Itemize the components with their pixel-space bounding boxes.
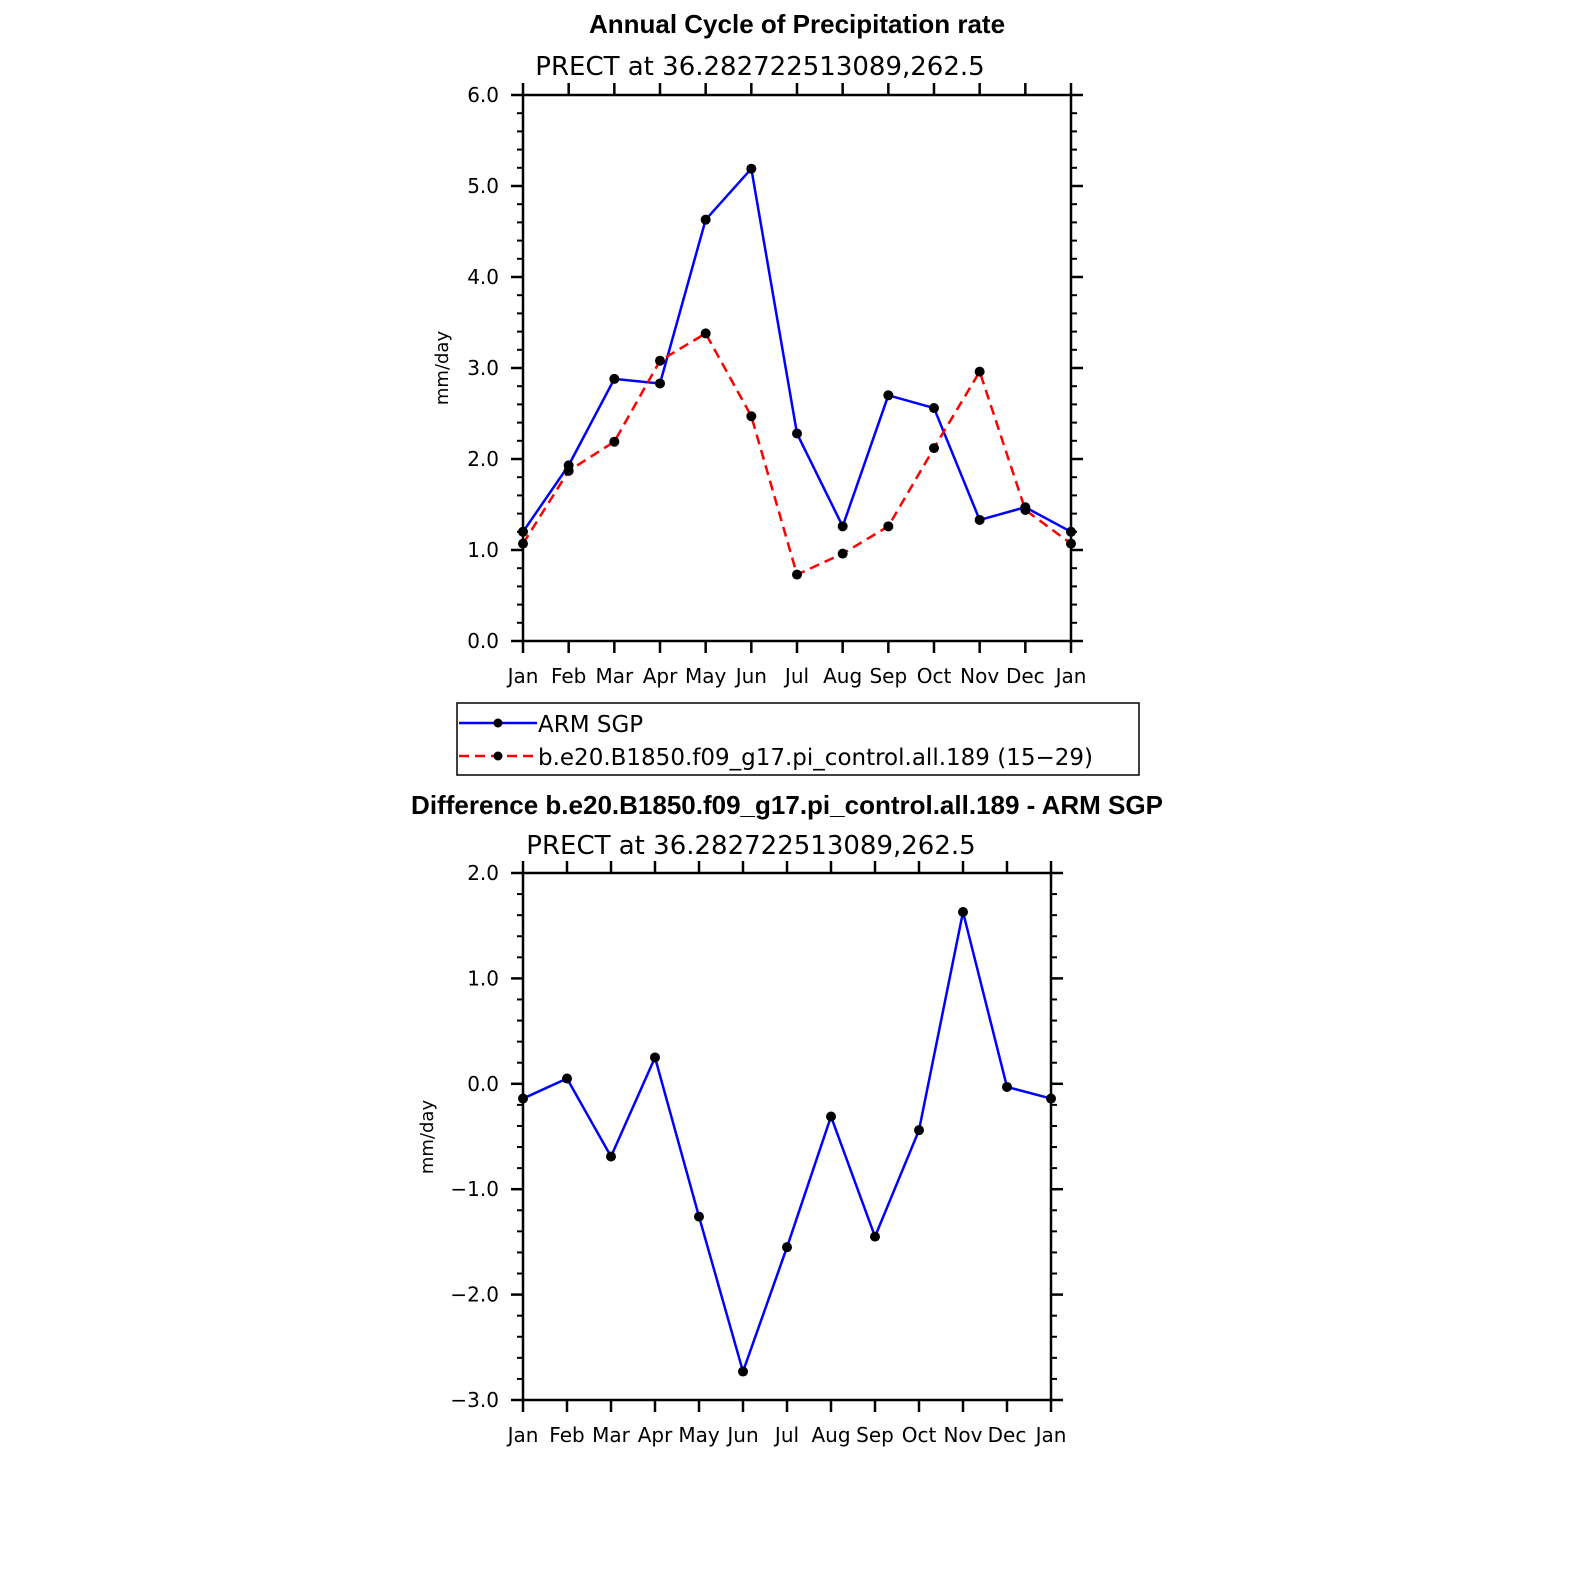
series-line-0-1 [521, 332, 1072, 576]
data-point [563, 465, 574, 476]
axes-frame: 0.0 1.0 2.0 3.0 4.0 5.0 6.0 Jan Feb Mar Apr May Jun J… [467, 83, 1086, 688]
difference-chart-subtitle: PRECT at 36.282722513089,262.5 [526, 831, 975, 861]
data-point [883, 521, 894, 532]
x-tick-label: Dec [1006, 664, 1045, 688]
y-tick-label: 0.0 [467, 629, 499, 653]
data-point [1002, 1081, 1012, 1092]
data-point [883, 390, 894, 401]
data-point [792, 428, 802, 439]
difference-series-layer [518, 906, 1056, 1377]
y-tick-label: 2.0 [467, 447, 499, 471]
x-tick-label: Aug [811, 1423, 850, 1447]
data-point [974, 366, 985, 377]
annual-cycle-chart: Annual Cycle of Precipitation rate PRECT… [432, 9, 1086, 688]
y-tick-label: 4.0 [467, 265, 499, 289]
x-tick-label: Nov [960, 664, 999, 688]
chart-title: Annual Cycle of Precipitation rate [589, 9, 1005, 39]
data-point [746, 411, 757, 422]
data-point [870, 1231, 880, 1242]
data-point [974, 514, 985, 525]
y-tick-label: −3.0 [450, 1388, 499, 1412]
y-tick-label: 0.0 [467, 1072, 499, 1096]
x-tick-label: Mar [592, 1423, 631, 1447]
series-line-0-0 [521, 167, 1072, 533]
y-axis-label: mm/day [432, 331, 453, 406]
x-tick-label: May [678, 1423, 720, 1447]
x-tick-label: Nov [943, 1423, 982, 1447]
data-point [694, 1211, 704, 1222]
data-point [929, 403, 939, 414]
difference-axes-frame: −3.0 −2.0 −1.0 0.0 1.0 2.0 Jan Feb Mar Apr May Jun J… [450, 861, 1066, 1447]
series-layer [518, 163, 1076, 580]
x-tick-label: Oct [917, 664, 952, 688]
x-tick-label: Feb [551, 664, 586, 688]
data-point [518, 526, 528, 537]
x-tick-label: Jan [506, 664, 539, 688]
x-tick-label: Apr [638, 1423, 673, 1447]
data-point [562, 1073, 572, 1084]
legend: ARM SGP b.e20.B1850.f09_g17.pi_control.a… [456, 702, 1140, 776]
data-point [792, 569, 802, 580]
data-point [1020, 504, 1031, 515]
x-tick-label: May [685, 664, 727, 688]
data-point [518, 1093, 528, 1104]
y-tick-label: 1.0 [467, 966, 499, 990]
x-tick-label: Jan [1034, 1423, 1067, 1447]
legend-marker-arm-sgp [493, 718, 503, 728]
data-point [782, 1242, 792, 1253]
y-tick-label: 3.0 [467, 356, 499, 380]
y-tick-label: 6.0 [467, 83, 499, 107]
legend-label-arm-sgp: ARM SGP [538, 712, 643, 738]
x-tick-label: Jul [773, 1423, 799, 1447]
plot-frame [521, 93, 1073, 643]
y-tick-label: −2.0 [450, 1283, 499, 1307]
difference-chart: Difference b.e20.B1850.f09_g17.pi_contro… [411, 790, 1163, 1447]
data-point [738, 1366, 748, 1377]
data-point [837, 521, 848, 532]
y-tick-label: −1.0 [450, 1177, 499, 1201]
x-tick-label: Apr [643, 664, 678, 688]
x-tick-label: Dec [988, 1423, 1027, 1447]
data-point [837, 548, 848, 559]
x-tick-label: Sep [856, 1423, 894, 1447]
data-point [1046, 1093, 1056, 1104]
x-tick-label: Oct [902, 1423, 937, 1447]
x-tick-label: Mar [595, 664, 634, 688]
data-point [958, 906, 968, 917]
difference-y-axis-label: mm/day [417, 1100, 438, 1175]
data-point [700, 214, 711, 225]
data-point [929, 443, 939, 454]
data-point [650, 1052, 660, 1063]
x-tick-label: Jul [783, 664, 809, 688]
data-point [609, 436, 620, 447]
y-tick-label: 2.0 [467, 861, 499, 885]
data-point [1066, 538, 1076, 549]
x-tick-label: Feb [549, 1423, 584, 1447]
data-point [700, 328, 711, 339]
x-tick-label: Aug [823, 664, 862, 688]
data-point [655, 355, 665, 366]
y-tick-label: 5.0 [467, 174, 499, 198]
x-tick-label: Jan [506, 1423, 539, 1447]
data-point [914, 1125, 924, 1136]
series-line-1-0 [522, 910, 1052, 1373]
data-point [746, 163, 757, 174]
data-point [826, 1111, 836, 1122]
y-tick-label: 1.0 [467, 538, 499, 562]
x-tick-label: Sep [869, 664, 907, 688]
x-tick-label: Jun [734, 664, 767, 688]
x-tick-label: Jan [1054, 664, 1087, 688]
chart-subtitle: PRECT at 36.282722513089,262.5 [535, 52, 984, 82]
difference-chart-title: Difference b.e20.B1850.f09_g17.pi_contro… [411, 790, 1163, 820]
data-point [606, 1151, 616, 1162]
data-point [1066, 526, 1076, 537]
legend-box [456, 702, 1140, 776]
data-point [518, 538, 528, 549]
legend-marker-model [493, 751, 503, 761]
data-point [609, 373, 620, 384]
data-point [655, 378, 665, 389]
legend-label-model: b.e20.B1850.f09_g17.pi_control.all.189 (… [538, 745, 1093, 771]
x-tick-label: Jun [725, 1423, 758, 1447]
